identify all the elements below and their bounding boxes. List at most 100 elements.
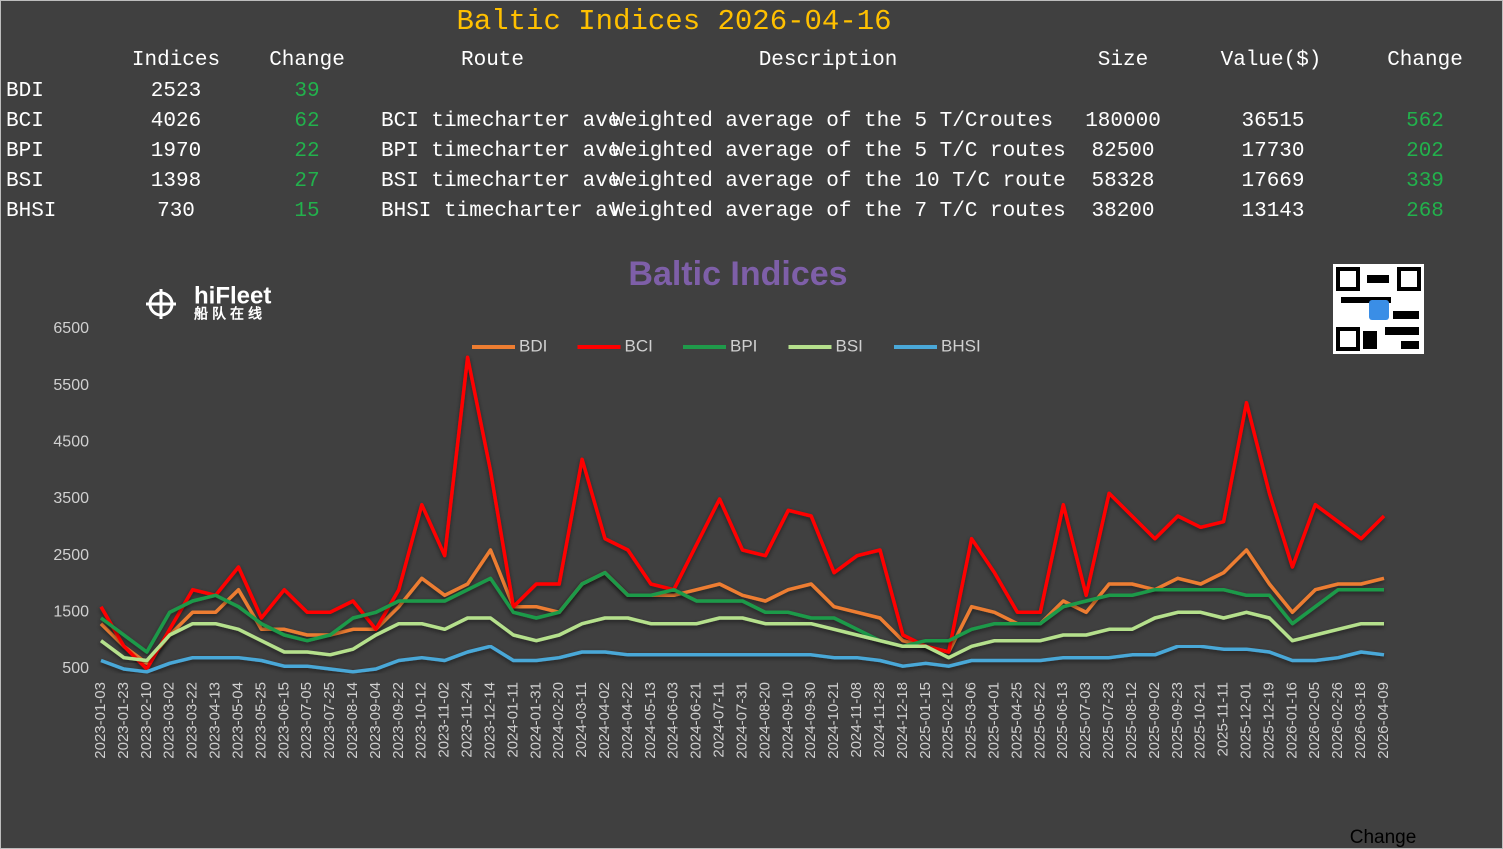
x-tick-label: 2024-12-18 [894, 682, 911, 759]
x-tick-label: 2023-01-23 [115, 682, 132, 759]
y-tick-label: 3500 [53, 490, 89, 507]
index-value: 730 [157, 200, 195, 223]
index-value: 4026 [150, 110, 202, 133]
legend-label: BSI [836, 336, 863, 355]
qr-finder [1336, 327, 1360, 351]
route: BHSI timecharter av [381, 200, 621, 223]
x-tick-label: 2024-01-11 [504, 682, 521, 758]
column-header: Description [758, 49, 898, 72]
y-tick-label: 6500 [53, 320, 89, 337]
footer-label: Change [1350, 827, 1417, 848]
x-tick-label: 2023-04-13 [207, 682, 224, 759]
x-tick-label: 2026-01-16 [1283, 682, 1300, 759]
route-value: 13143 [1241, 200, 1305, 223]
qr-module [1363, 331, 1377, 349]
page-title: Baltic Indices 2026-04-16 [456, 5, 892, 38]
series-line [100, 644, 1385, 674]
series [99, 548, 1385, 666]
description: Weighted average of the 7 T/C routes [612, 200, 1066, 223]
route: BCI timecharter ave [381, 110, 621, 133]
x-tick-label: 2023-09-22 [390, 682, 407, 759]
x-tick-label: 2024-08-20 [756, 682, 773, 759]
index-change: 15 [294, 200, 320, 223]
x-tick-label: 2026-02-26 [1329, 682, 1346, 759]
x-tick-label: 2023-05-04 [229, 682, 246, 759]
series-line [99, 355, 1386, 671]
x-tick-label: 2024-09-30 [802, 682, 819, 759]
x-tick-label: 2024-06-03 [665, 682, 682, 759]
x-tick-label: 2024-04-02 [596, 682, 613, 759]
index-change: 27 [294, 170, 320, 193]
column-header: Change [269, 49, 345, 72]
x-tick-label: 2024-02-20 [550, 682, 567, 759]
x-tick-label: 2024-04-22 [619, 682, 636, 759]
x-tick-label: 2025-06-13 [1054, 682, 1071, 759]
x-tick-label: 2023-09-04 [367, 682, 384, 759]
x-tick-label: 2025-11-11 [1215, 682, 1232, 757]
route-change: 202 [1406, 140, 1444, 163]
index-value: 1970 [150, 140, 202, 163]
x-tick-label: 2024-10-21 [825, 682, 842, 759]
size: 82500 [1091, 140, 1155, 163]
size: 38200 [1091, 200, 1155, 223]
qr-logo [1369, 300, 1389, 320]
route-change: 268 [1406, 200, 1444, 223]
index-change: 62 [294, 110, 320, 133]
x-tick-label: 2024-09-10 [779, 682, 796, 759]
logo-subtitle: 船队在线 [194, 306, 266, 322]
x-tick-label: 2023-06-15 [275, 682, 292, 759]
y-tick-label: 4500 [53, 434, 89, 451]
x-tick-label: 2025-10-21 [1192, 682, 1209, 759]
route-value: 17669 [1241, 170, 1305, 193]
column-header: Size [1097, 49, 1149, 72]
series [99, 570, 1384, 654]
size: 180000 [1085, 110, 1161, 133]
index-name: BHSI [6, 200, 57, 223]
index-value: 1398 [150, 170, 202, 193]
index-change: 22 [294, 140, 320, 163]
x-tick-label: 2023-12-14 [481, 682, 498, 759]
x-tick-label: 2023-03-22 [184, 682, 201, 759]
qr-module [1393, 311, 1419, 319]
x-tick-label: 2025-07-03 [1077, 682, 1094, 759]
x-tick-label: 2023-07-05 [298, 682, 315, 759]
description: Weighted average of the 5 T/Croutes [612, 110, 1054, 133]
column-header: Change [1387, 49, 1463, 72]
route-value: 17730 [1241, 140, 1305, 163]
x-tick-label: 2025-02-12 [940, 682, 957, 759]
index-name: BPI [6, 140, 44, 163]
legend-label: BHSI [941, 336, 981, 355]
column-header: Route [461, 49, 525, 72]
x-tick-label: 2025-01-15 [917, 682, 934, 759]
x-tick-label: 2023-11-24 [459, 682, 476, 758]
qr-finder [1336, 267, 1360, 291]
x-tick-label: 2025-12-01 [1238, 682, 1255, 759]
x-tick-label: 2024-03-11 [573, 682, 590, 758]
x-tick-label: 2025-09-23 [1169, 682, 1186, 759]
logo-name: hiFleet [194, 282, 271, 309]
index-change: 39 [294, 80, 320, 103]
x-tick-label: 2026-02-05 [1306, 682, 1323, 759]
qr-module [1367, 275, 1389, 283]
x-tick-label: 2025-07-23 [1100, 682, 1117, 759]
column-header: Indices [131, 49, 221, 72]
x-tick-label: 2026-03-18 [1352, 682, 1369, 759]
size: 58328 [1091, 170, 1155, 193]
x-tick-label: 2025-03-06 [963, 682, 980, 759]
description: Weighted average of the 5 T/C routes [612, 140, 1066, 163]
index-value: 2523 [150, 80, 202, 103]
x-tick-label: 2024-11-08 [848, 682, 865, 758]
index-name: BSI [6, 170, 44, 193]
x-tick-label: 2024-07-11 [711, 682, 728, 758]
qr-finder [1397, 267, 1421, 291]
series-line [99, 610, 1384, 663]
x-tick-label: 2024-11-28 [871, 682, 888, 758]
x-tick-label: 2023-01-03 [92, 682, 109, 759]
column-header: Value($) [1220, 49, 1322, 72]
x-tick-label: 2026-04-09 [1375, 682, 1392, 759]
x-tick-label: 2023-08-14 [344, 682, 361, 759]
series-line [99, 548, 1385, 666]
logo: hiFleet 船队在线 [146, 282, 271, 322]
